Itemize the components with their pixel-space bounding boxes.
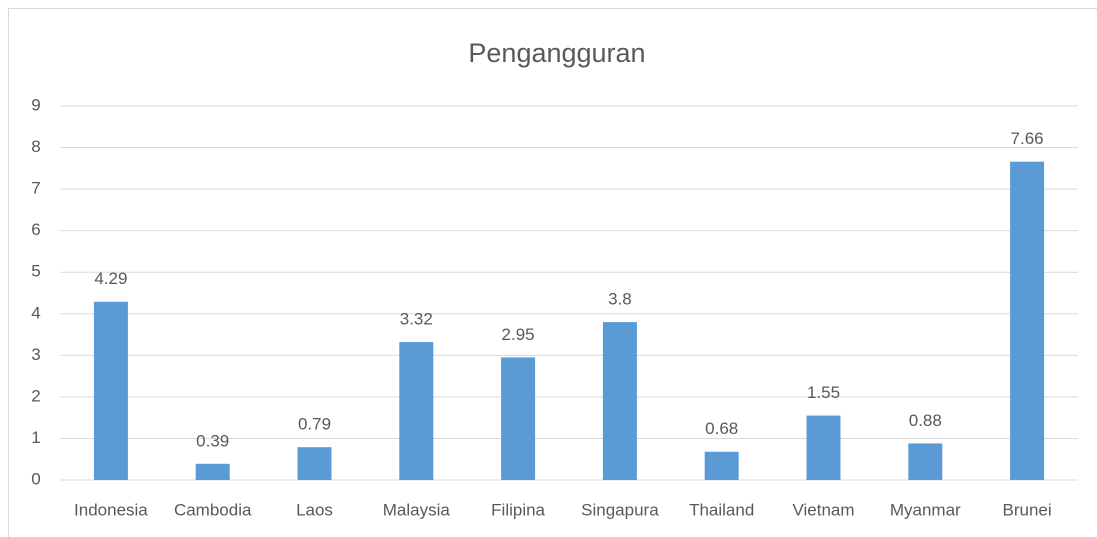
data-label: 0.88	[909, 411, 942, 430]
y-tick-label: 2	[31, 386, 40, 405]
bar	[704, 451, 739, 480]
data-label: 3.32	[400, 310, 433, 329]
data-label: 2.95	[502, 325, 535, 344]
y-tick-label: 6	[31, 220, 40, 239]
data-label: 4.29	[94, 269, 127, 288]
x-tick-label: Cambodia	[174, 500, 252, 519]
x-tick-label: Singapura	[581, 500, 659, 519]
bar	[195, 463, 230, 480]
bar	[501, 357, 536, 480]
y-tick-label: 1	[31, 428, 40, 447]
y-tick-label: 5	[31, 262, 40, 281]
data-label: 3.8	[608, 290, 632, 309]
chart-border	[8, 8, 1097, 537]
y-tick-label: 7	[31, 179, 40, 198]
bar	[602, 322, 637, 480]
bar	[93, 301, 128, 480]
y-tick-label: 8	[31, 137, 40, 156]
data-label: 7.66	[1011, 129, 1044, 148]
x-tick-label: Filipina	[491, 500, 545, 519]
bar	[399, 342, 434, 480]
chart-title: Pengangguran	[468, 38, 645, 68]
x-tick-label: Malaysia	[383, 500, 451, 519]
y-tick-label: 0	[31, 469, 40, 488]
bar	[806, 415, 841, 480]
x-tick-label: Vietnam	[792, 500, 854, 519]
data-label: 0.79	[298, 415, 331, 434]
x-tick-label: Brunei	[1003, 500, 1052, 519]
y-tick-label: 4	[31, 303, 40, 322]
x-tick-label: Thailand	[689, 500, 754, 519]
data-label: 0.68	[705, 419, 738, 438]
x-tick-label: Myanmar	[890, 500, 961, 519]
y-tick-label: 3	[31, 345, 40, 364]
bar	[1010, 161, 1045, 480]
bar	[297, 447, 332, 480]
data-label: 1.55	[807, 383, 840, 402]
x-tick-label: Indonesia	[74, 500, 148, 519]
y-tick-label: 9	[31, 95, 40, 114]
bar	[908, 443, 943, 480]
x-tick-label: Laos	[296, 500, 333, 519]
data-label: 0.39	[196, 431, 229, 450]
